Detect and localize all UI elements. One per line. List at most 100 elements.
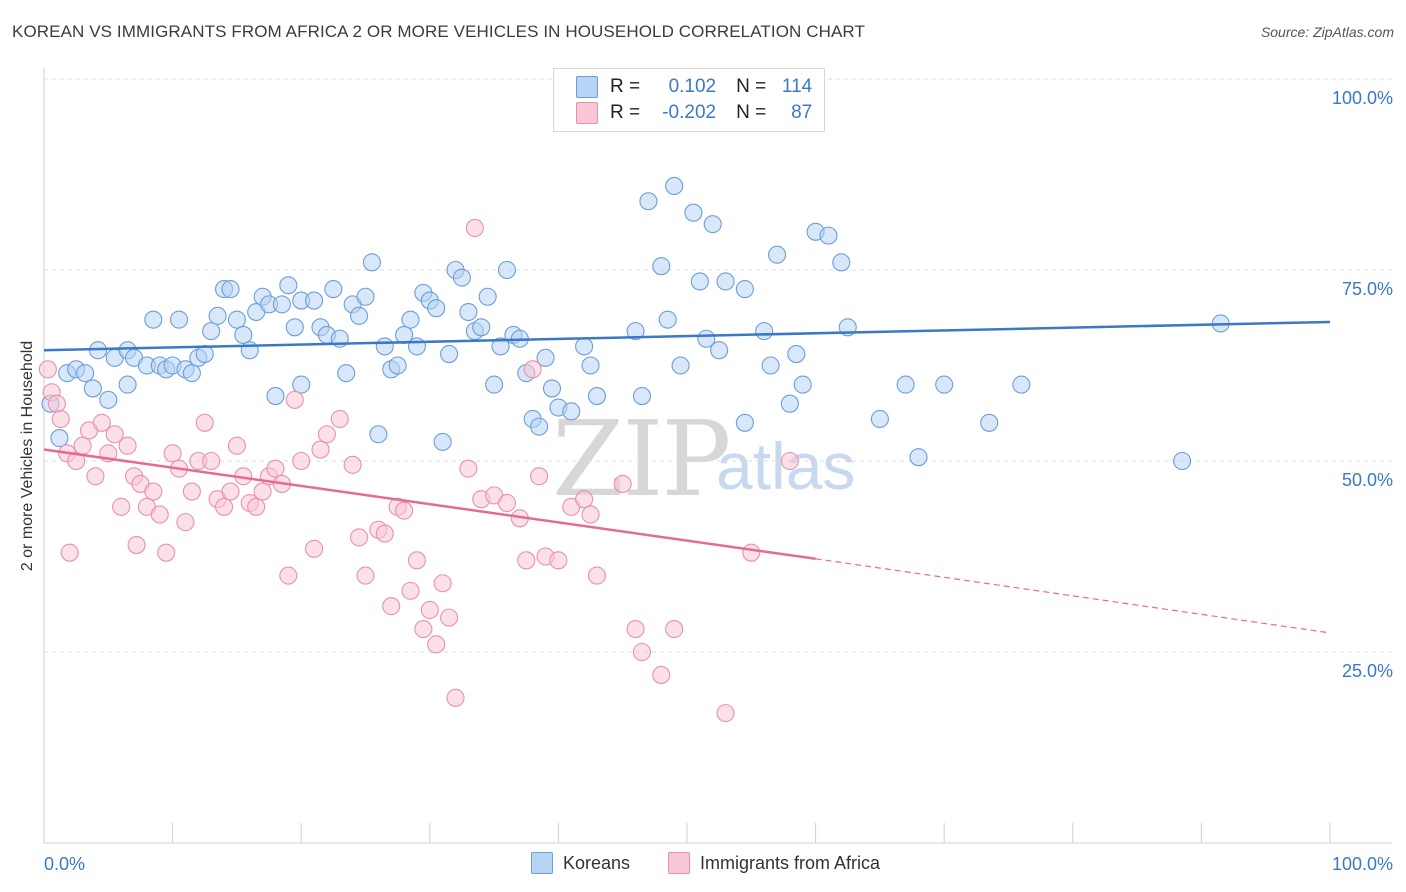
data-point-koreans [780, 394, 799, 413]
data-point-koreans [337, 364, 356, 383]
data-point-koreans [690, 272, 709, 291]
data-point-koreans [433, 432, 452, 451]
data-point-koreans [980, 413, 999, 432]
data-point-africa [195, 413, 214, 432]
data-point-africa [343, 455, 362, 474]
data-point-africa [317, 425, 336, 444]
data-point-koreans [870, 409, 889, 429]
data-point-koreans [388, 356, 407, 375]
legend-r-label: R = [610, 76, 641, 97]
legend-swatch-koreans [576, 76, 598, 98]
data-point-africa [414, 620, 433, 639]
data-point-africa [517, 551, 536, 570]
data-point-koreans [452, 268, 472, 287]
data-point-koreans [735, 280, 754, 299]
data-point-koreans [710, 341, 729, 360]
data-point-koreans [767, 245, 787, 264]
data-point-africa [382, 597, 401, 616]
data-point-africa [285, 390, 304, 409]
source-label: Source: ZipAtlas.com [1260, 24, 1394, 40]
bottom-legend: Koreans Immigrants from Africa [0, 852, 1406, 876]
data-point-koreans [793, 375, 812, 394]
data-point-koreans [684, 203, 703, 222]
legend-r-label: R = [610, 102, 641, 123]
data-point-koreans [369, 425, 388, 444]
y-tick-label: 75.0% [1342, 279, 1393, 299]
y-tick-label: 50.0% [1342, 470, 1393, 490]
data-point-koreans [182, 364, 201, 383]
data-point-africa [311, 440, 330, 459]
data-point-africa [530, 467, 549, 486]
data-point-africa [716, 704, 735, 723]
data-point-africa [105, 425, 124, 444]
data-point-koreans [118, 375, 137, 394]
x-tick-label: 0.0% [44, 854, 85, 874]
data-point-africa [51, 409, 70, 429]
data-point-africa [73, 436, 92, 455]
data-point-koreans [292, 375, 311, 394]
data-point-africa [742, 543, 761, 562]
data-point-koreans [755, 322, 774, 341]
data-point-koreans [459, 302, 478, 322]
data-point-africa [253, 482, 272, 501]
bottom-legend-swatch-africa [668, 852, 690, 874]
data-point-africa [86, 467, 105, 486]
stats-legend: R = 0.102 N = 114 R = -0.202 N = 87 [553, 68, 825, 132]
data-point-koreans [350, 306, 369, 325]
data-point-africa [182, 482, 201, 501]
data-point-koreans [50, 429, 69, 448]
data-point-africa [575, 490, 594, 509]
data-point-africa [433, 574, 452, 593]
bottom-legend-label-koreans: Koreans [563, 852, 631, 873]
data-point-koreans [144, 310, 163, 329]
data-point-africa [440, 608, 459, 627]
data-point-africa [780, 451, 799, 471]
data-point-africa [459, 459, 478, 478]
legend-n-value-koreans: 114 [781, 76, 813, 97]
data-point-koreans [227, 310, 246, 329]
data-point-koreans [472, 318, 491, 337]
data-point-koreans [202, 322, 221, 341]
data-point-koreans [169, 310, 189, 329]
data-point-koreans [832, 253, 851, 272]
data-point-africa [214, 497, 234, 516]
data-point-koreans [935, 375, 954, 394]
data-point-africa [350, 528, 369, 547]
data-point-koreans [896, 375, 915, 394]
data-point-koreans [716, 272, 735, 291]
y-tick-label: 25.0% [1342, 661, 1393, 681]
data-point-africa [202, 451, 221, 471]
data-point-koreans [671, 356, 690, 375]
data-point-koreans [195, 344, 214, 364]
data-point-koreans [305, 291, 324, 310]
data-point-africa [163, 444, 182, 463]
data-point-africa [247, 497, 266, 516]
data-point-africa [626, 620, 645, 639]
data-point-koreans [536, 348, 555, 367]
data-point-koreans [632, 387, 652, 406]
data-point-koreans [234, 325, 253, 344]
data-point-koreans [639, 192, 658, 211]
data-point-africa [127, 535, 146, 555]
chart-title: KOREAN VS IMMIGRANTS FROM AFRICA 2 OR MO… [12, 22, 865, 41]
legend-row-koreans: R = 0.102 N = 114 [576, 76, 812, 98]
data-point-africa [587, 566, 607, 585]
legend-n-value-africa: 87 [791, 102, 813, 123]
data-point-koreans [375, 337, 394, 356]
data-point-koreans [761, 356, 780, 375]
data-point-koreans [427, 299, 446, 318]
data-point-koreans [665, 176, 684, 196]
data-point-koreans [497, 260, 517, 280]
data-point-koreans [440, 344, 459, 364]
data-point-koreans [562, 402, 581, 421]
data-point-koreans [735, 413, 754, 432]
data-point-koreans [478, 287, 497, 306]
data-point-africa [67, 451, 86, 471]
data-point-africa [176, 513, 195, 532]
data-point-africa [279, 566, 298, 585]
data-point-africa [665, 620, 684, 639]
data-point-koreans [279, 276, 298, 295]
trend-line-africa [43, 448, 816, 561]
data-point-koreans [703, 215, 722, 234]
data-point-koreans [819, 226, 838, 245]
